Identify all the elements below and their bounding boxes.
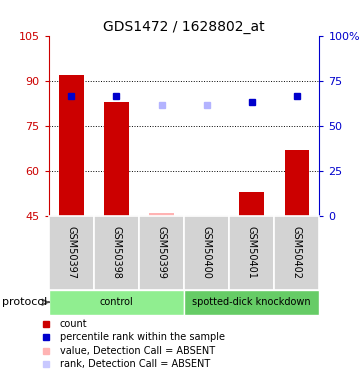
Bar xyxy=(184,216,229,290)
Title: GDS1472 / 1628802_at: GDS1472 / 1628802_at xyxy=(103,20,265,34)
Bar xyxy=(149,213,174,216)
Text: GSM50397: GSM50397 xyxy=(66,226,76,279)
Text: spotted-dick knockdown: spotted-dick knockdown xyxy=(192,297,311,307)
Bar xyxy=(184,290,319,315)
Bar xyxy=(139,216,184,290)
Bar xyxy=(274,216,319,290)
Text: rank, Detection Call = ABSENT: rank, Detection Call = ABSENT xyxy=(60,360,210,369)
Text: GSM50402: GSM50402 xyxy=(292,226,302,279)
Text: percentile rank within the sample: percentile rank within the sample xyxy=(60,332,225,342)
Text: control: control xyxy=(100,297,133,307)
Text: GSM50398: GSM50398 xyxy=(112,226,121,279)
Text: protocol: protocol xyxy=(2,297,47,307)
Bar xyxy=(239,192,264,216)
Text: GSM50399: GSM50399 xyxy=(157,226,166,279)
Bar xyxy=(284,150,309,216)
Text: count: count xyxy=(60,319,87,328)
Text: GSM50401: GSM50401 xyxy=(247,226,257,279)
Text: value, Detection Call = ABSENT: value, Detection Call = ABSENT xyxy=(60,346,215,356)
Bar xyxy=(104,102,129,216)
Bar xyxy=(229,216,274,290)
Bar xyxy=(59,75,84,216)
Text: GSM50400: GSM50400 xyxy=(202,226,212,279)
Bar xyxy=(94,216,139,290)
Bar xyxy=(49,290,184,315)
Bar xyxy=(49,216,94,290)
